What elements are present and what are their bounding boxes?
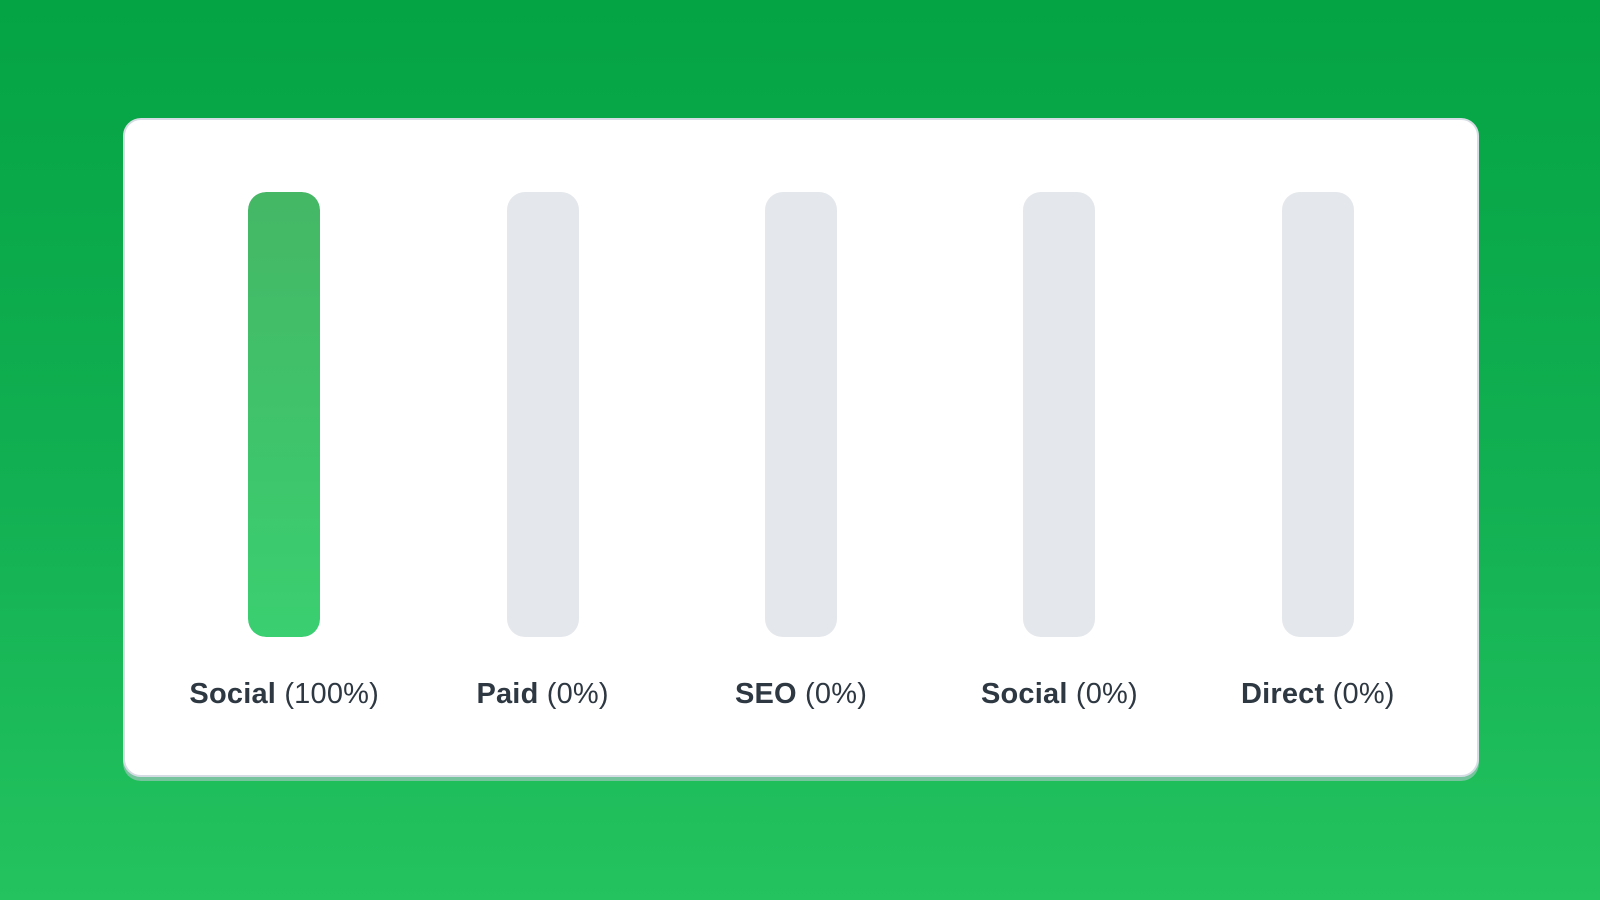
bar-category-name: Paid — [476, 678, 539, 710]
bar-fill — [248, 192, 321, 637]
bar-column-paid: Paid (0%) — [413, 192, 671, 711]
bar-label: Paid (0%) — [476, 677, 608, 711]
bar-column-social-2: Social (0%) — [930, 192, 1188, 711]
bar-track — [1023, 192, 1096, 637]
bar-percent-value: (100%) — [284, 678, 379, 710]
bar-percent-value: (0%) — [805, 678, 868, 710]
bar-track — [1281, 192, 1354, 637]
bar-label: Social (0%) — [981, 677, 1138, 711]
bar-category-name: Social — [980, 678, 1068, 710]
bar-percent-value: (0%) — [1075, 678, 1138, 710]
bar-percent-value: (0%) — [546, 678, 609, 710]
bar-label: SEO (0%) — [735, 677, 867, 711]
bar-category-name: Direct — [1240, 678, 1325, 710]
bar-column-seo: SEO (0%) — [672, 192, 930, 711]
bar-track — [765, 192, 838, 637]
bar-track — [248, 192, 321, 637]
bar-column-direct: Direct (0%) — [1189, 192, 1447, 711]
traffic-sources-card: Social (100%) Paid (0%) SEO (0%) Social … — [123, 118, 1479, 777]
bar-category-name: SEO — [734, 678, 797, 710]
bar-track — [506, 192, 579, 637]
bar-label: Direct (0%) — [1241, 677, 1395, 711]
bar-category-name: Social — [189, 678, 277, 710]
bar-percent-value: (0%) — [1332, 678, 1395, 710]
bar-column-social-1: Social (100%) — [155, 192, 413, 711]
bar-label: Social (100%) — [189, 677, 379, 711]
